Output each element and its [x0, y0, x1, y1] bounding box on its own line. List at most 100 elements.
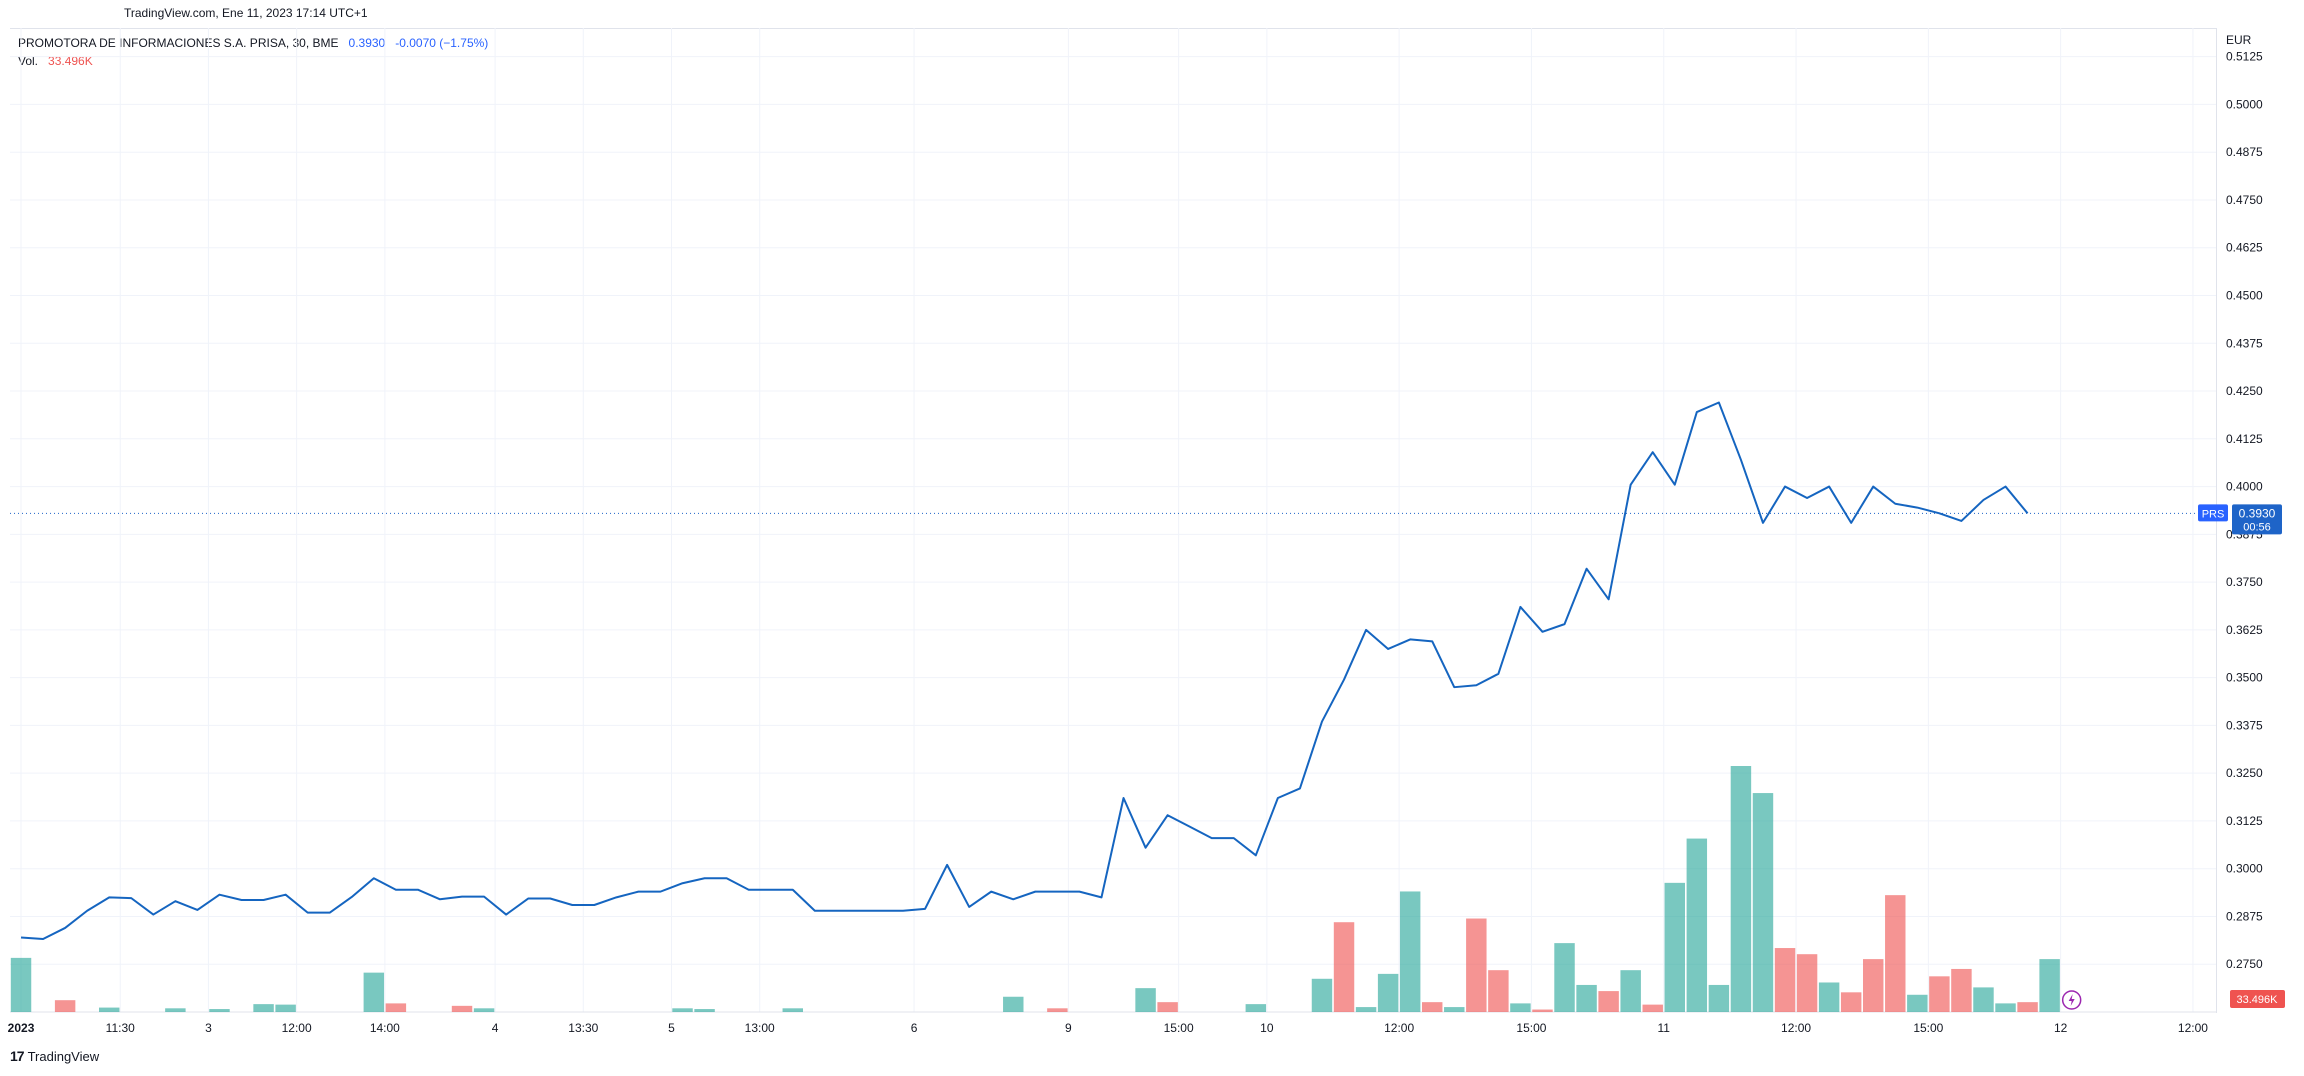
- volume-bar: [1664, 882, 1685, 1012]
- x-tick-label: 9: [1065, 1021, 1072, 1035]
- time-axis[interactable]: 2023 11:30 3 12:00 14:00 4 13:30 5 13:00 6 9 15:00 1…: [8, 1021, 2209, 1035]
- y-tick-label: 0.3625: [2226, 623, 2263, 637]
- volume-bar: [1510, 1003, 1531, 1012]
- x-tick-label: 3: [205, 1021, 212, 1035]
- x-tick-label: 15:00: [1164, 1021, 1194, 1035]
- x-tick-label: 15:00: [1516, 1021, 1546, 1035]
- volume-bar: [1576, 984, 1597, 1012]
- x-tick-label: 12:00: [2178, 1021, 2208, 1035]
- tradingview-brand: TradingView: [27, 1048, 100, 1064]
- volume-bar: [473, 1008, 495, 1012]
- y-tick-label: 0.5000: [2226, 97, 2263, 111]
- volume-bar: [1885, 895, 1906, 1012]
- x-tick-label: 13:30: [568, 1021, 598, 1035]
- x-tick-label: 15:00: [1913, 1021, 1943, 1035]
- volume-bar: [1333, 922, 1355, 1012]
- y-tick-label: 0.4500: [2226, 288, 2263, 302]
- volume-bar: [2017, 1002, 2038, 1012]
- legend-last-price: 0.3930: [348, 36, 386, 50]
- volume-bar: [1532, 1009, 1553, 1012]
- volume-bars: [10, 766, 2060, 1012]
- volume-bar: [2039, 959, 2060, 1012]
- last-price-badge-value: 0.3930: [2239, 506, 2276, 520]
- y-tick-label: 0.2750: [2226, 957, 2263, 971]
- tradingview-logo[interactable]: 17 TradingView: [10, 1048, 99, 1064]
- volume-bar: [1355, 1007, 1377, 1012]
- volume-bar: [672, 1008, 693, 1012]
- volume-bar: [253, 1004, 274, 1012]
- volume-bar: [1730, 766, 1752, 1012]
- volume-bar: [782, 1008, 803, 1012]
- volume-bar: [363, 972, 385, 1012]
- y-tick-label: 0.3500: [2226, 671, 2263, 685]
- volume-bar: [1973, 987, 1994, 1012]
- volume-badge-value: 33.496K: [2237, 994, 2279, 1006]
- x-tick-label: 12:00: [1781, 1021, 1811, 1035]
- legend-symbol: PROMOTORA DE INFORMACIONES S.A. PRISA, 3…: [18, 36, 339, 50]
- x-tick-label: 12:00: [1384, 1021, 1414, 1035]
- volume-bar: [1135, 988, 1156, 1012]
- x-tick-label: 12:00: [282, 1021, 312, 1035]
- volume-bar: [1422, 1002, 1443, 1012]
- volume-bar: [1708, 984, 1730, 1012]
- legend-symbol-row: PROMOTORA DE INFORMACIONES S.A. PRISA, 3…: [18, 34, 488, 52]
- volume-bar: [1620, 970, 1641, 1012]
- volume-bar: [1686, 838, 1708, 1012]
- volume-bar: [1907, 994, 1928, 1012]
- x-tick-label: 12: [2054, 1021, 2068, 1035]
- volume-bar: [1995, 1003, 2016, 1012]
- y-tick-label: 0.3375: [2226, 718, 2263, 732]
- volume-bar: [385, 1003, 407, 1012]
- volume-bar: [1642, 1004, 1663, 1012]
- volume-bar: [451, 1005, 473, 1012]
- volume-bar: [1554, 943, 1575, 1012]
- volume-badge: [2230, 990, 2285, 1008]
- x-tick-label: 11:30: [106, 1021, 135, 1035]
- x-tick-label: 10: [1260, 1021, 1274, 1035]
- volume-bar: [1488, 970, 1509, 1012]
- volume-bar: [1796, 954, 1818, 1012]
- symbol-badge: [2198, 504, 2228, 522]
- lightning-glyph-icon: [2068, 994, 2075, 1006]
- volume-bar: [1377, 973, 1399, 1012]
- y-tick-label: 0.5125: [2226, 50, 2263, 64]
- volume-bar: [1818, 982, 1840, 1012]
- y-tick-label: 0.3000: [2226, 862, 2263, 876]
- volume-bar: [1311, 978, 1333, 1012]
- y-tick-label: 0.4000: [2226, 480, 2263, 494]
- x-tick-label: 14:00: [370, 1021, 400, 1035]
- volume-bar: [10, 957, 32, 1012]
- symbol-badge-label: PRS: [2202, 508, 2225, 520]
- y-tick-label: 0.2875: [2226, 909, 2263, 923]
- legend-volume-label: Vol.: [18, 54, 39, 68]
- volume-bar: [54, 1000, 76, 1012]
- volume-bar: [1840, 992, 1862, 1012]
- x-tick-label: 4: [492, 1021, 499, 1035]
- chart-legend: PROMOTORA DE INFORMACIONES S.A. PRISA, 3…: [18, 34, 488, 70]
- snapshot-caption: TradingView.com, Ene 11, 2023 17:14 UTC+…: [124, 6, 368, 20]
- volume-bar: [1047, 1008, 1068, 1012]
- volume-bar: [1951, 968, 1972, 1012]
- volume-bar: [1003, 996, 1024, 1012]
- grid-lines: [10, 28, 2216, 1013]
- volume-bar: [1774, 948, 1796, 1012]
- volume-bar: [1598, 991, 1619, 1012]
- price-axis[interactable]: 0.5125 0.5000 0.4875 0.4750 0.4625 0.4500 0.43…: [2226, 33, 2263, 971]
- volume-bar: [1245, 1004, 1267, 1012]
- legend-volume-value: 33.496K: [48, 54, 93, 68]
- volume-bar: [1752, 793, 1774, 1012]
- volume-bar: [1444, 1007, 1465, 1012]
- last-price-badge: [2232, 504, 2282, 535]
- tradingview-logo-icon: 17: [10, 1048, 25, 1064]
- y-tick-label: 0.4375: [2226, 336, 2263, 350]
- volume-bar: [275, 1004, 296, 1012]
- y-tick-label: 0.3750: [2226, 575, 2263, 589]
- volume-bar: [99, 1007, 120, 1012]
- y-tick-label: 0.4250: [2226, 384, 2263, 398]
- volume-bar: [694, 1009, 715, 1012]
- price-series-line: [20, 401, 2029, 941]
- volume-bar: [1466, 918, 1487, 1012]
- x-tick-label: 11: [1658, 1021, 1671, 1035]
- volume-bar: [1399, 891, 1421, 1012]
